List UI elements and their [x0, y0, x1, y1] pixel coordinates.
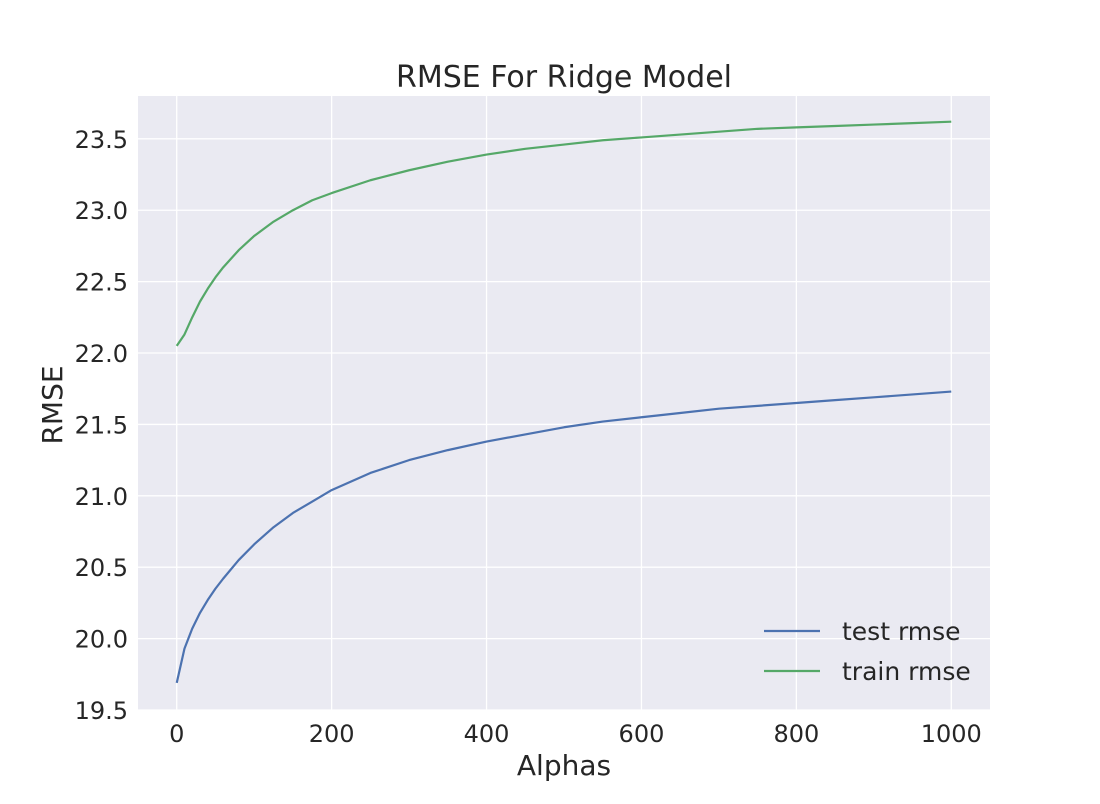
y-tick-label: 23.0	[75, 197, 128, 225]
x-tick-label: 0	[169, 720, 184, 748]
legend-label-test-rmse: test rmse	[842, 617, 961, 646]
x-axis-title: Alphas	[517, 749, 611, 782]
series-lines	[175, 120, 952, 684]
series-line-test-rmse	[175, 390, 952, 684]
legend-label-train-rmse: train rmse	[842, 657, 971, 686]
y-tick-label: 19.5	[75, 697, 128, 725]
y-tick-label: 22.5	[75, 269, 128, 297]
x-tick-label: 400	[464, 720, 510, 748]
x-tick-label: 600	[619, 720, 665, 748]
y-tick-label: 21.0	[75, 483, 128, 511]
plot-background	[138, 96, 990, 710]
tick-labels: 0 200 400 600 800 1000 19.5 20.0 20.5 21.0 21.5 22.…	[75, 126, 982, 748]
x-tick-label: 200	[309, 720, 355, 748]
legend: test rmse train rmse	[764, 617, 971, 686]
y-axis-title: RMSE	[36, 365, 69, 444]
y-tick-label: 23.5	[75, 126, 128, 154]
chart-title: RMSE For Ridge Model	[396, 60, 732, 95]
grid-lines	[138, 96, 990, 711]
y-tick-label: 21.5	[75, 411, 128, 439]
y-tick-label: 20.0	[75, 626, 128, 654]
x-tick-label: 1000	[921, 720, 982, 748]
y-tick-label: 22.0	[75, 340, 128, 368]
y-tick-label: 20.5	[75, 554, 128, 582]
x-tick-label: 800	[773, 720, 819, 748]
series-line-train-rmse	[175, 120, 952, 347]
